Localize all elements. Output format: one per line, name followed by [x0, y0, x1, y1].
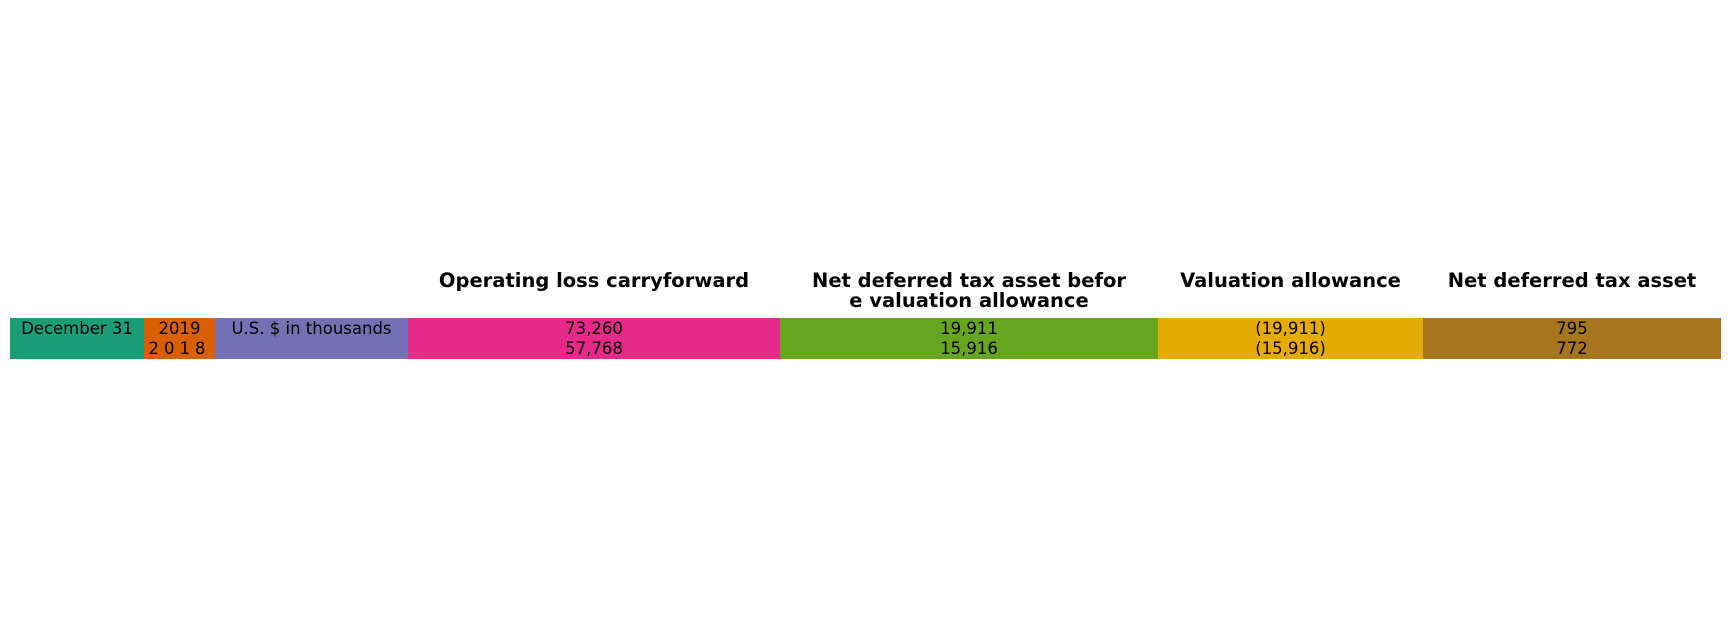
- header-net-deferred-tax-asset: Net deferred tax asset: [1447, 269, 1697, 292]
- column-valuation-allowance: (19,911) (15,916): [1158, 318, 1423, 359]
- cell-operating-loss-2018: 57,768: [565, 339, 623, 358]
- cell-valuation-allowance-2019: (19,911): [1255, 319, 1326, 338]
- cell-year-2018: 2018: [148, 339, 211, 358]
- table-body: December 31 2019 2018 U.S. $ in thousand…: [10, 318, 1721, 359]
- table-header-row: Operating loss carryforward Net deferred…: [10, 271, 1721, 318]
- cell-operating-loss-2019: 73,260: [565, 319, 623, 338]
- cell-net-deferred-tax-asset-2019: 795: [1556, 319, 1588, 338]
- column-units: U.S. $ in thousands: [215, 318, 408, 359]
- cell-december-31-label: December 31: [21, 319, 133, 338]
- header-operating-loss-carryforward: Operating loss carryforward: [438, 269, 750, 292]
- cell-valuation-allowance-2018: (15,916): [1255, 339, 1326, 358]
- cell-units-label: U.S. $ in thousands: [231, 319, 392, 338]
- column-net-deferred-before-allowance: 19,911 15,916: [780, 318, 1158, 359]
- header-net-deferred-before-allowance: Net deferred tax asset befor e valuation…: [812, 269, 1126, 312]
- cell-net-deferred-tax-asset-2018: 772: [1556, 339, 1588, 358]
- column-operating-loss-carryforward: 73,260 57,768: [408, 318, 780, 359]
- cell-net-deferred-before-2019: 19,911: [940, 319, 998, 338]
- tax-table: Operating loss carryforward Net deferred…: [10, 271, 1721, 359]
- column-year: 2019 2018: [144, 318, 215, 359]
- column-december-31: December 31: [10, 318, 144, 359]
- column-net-deferred-tax-asset: 795 772: [1423, 318, 1721, 359]
- cell-net-deferred-before-2018: 15,916: [940, 339, 998, 358]
- cell-year-2019: 2019: [158, 319, 201, 338]
- header-valuation-allowance: Valuation allowance: [1180, 269, 1401, 292]
